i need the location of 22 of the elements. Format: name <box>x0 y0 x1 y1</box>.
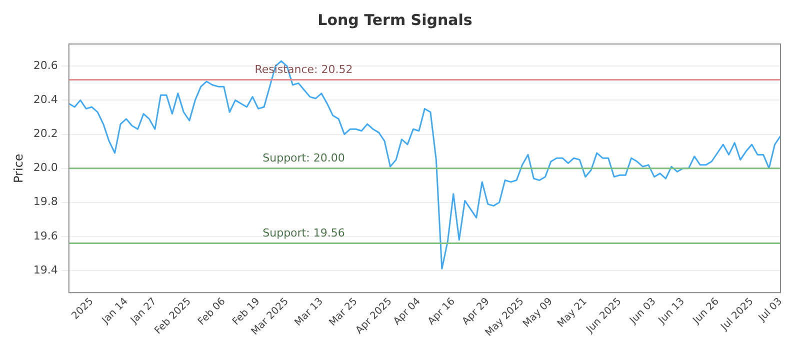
y-axis-title: Price <box>11 154 26 183</box>
x-tick-label: Jun 03 <box>627 296 658 327</box>
y-tick-label: 19.8 <box>33 195 58 208</box>
x-tick-label: Mar 13 <box>292 296 326 328</box>
x-tick-label: Jul 03 <box>756 296 784 324</box>
x-tick-label: Feb 06 <box>196 296 228 328</box>
y-tick-label: 19.6 <box>33 229 58 242</box>
x-tick-label: Jun 26 <box>690 296 722 327</box>
ref-line-label: Support: 19.56 <box>262 226 345 240</box>
y-tick-label: 20.6 <box>33 59 58 72</box>
y-tick-label: 19.4 <box>33 263 58 276</box>
x-tick-label: Jun 13 <box>656 296 687 327</box>
y-tick-label: 20.2 <box>33 127 58 140</box>
x-tick-label: Apr 16 <box>426 296 458 328</box>
y-tick-label: 20.4 <box>33 93 58 106</box>
y-tick-label: 20.0 <box>33 161 58 174</box>
x-tick-label: Jan 14 <box>100 296 130 327</box>
ref-line-label: Support: 20.00 <box>262 152 345 165</box>
x-tick-label: Jan 27 <box>128 296 159 327</box>
x-tick-label: Apr 29 <box>460 296 492 328</box>
chart-title: Long Term Signals <box>318 10 472 29</box>
x-tick-label: Apr 04 <box>392 296 423 328</box>
